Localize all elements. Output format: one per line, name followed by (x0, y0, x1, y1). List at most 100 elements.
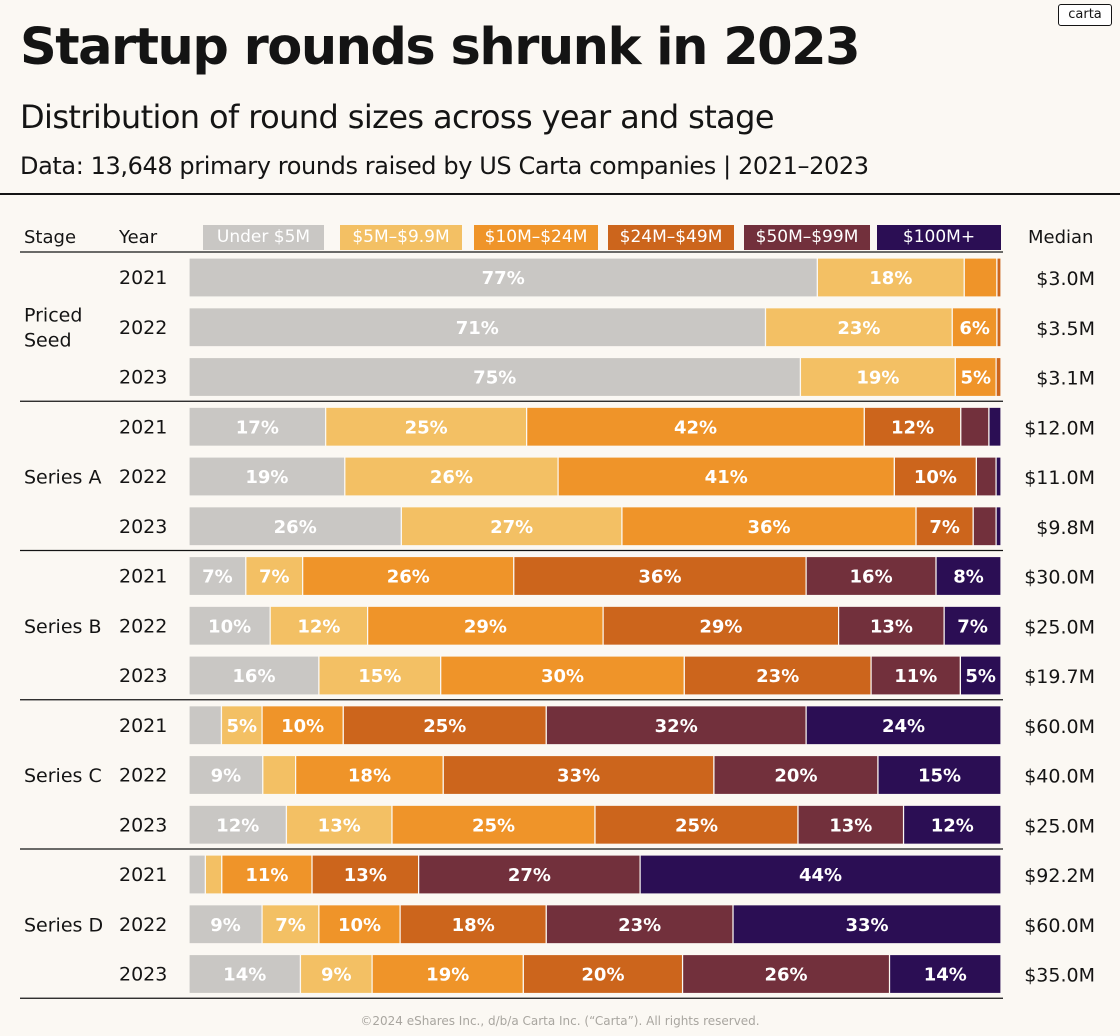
bar-data-label: 75% (473, 368, 516, 389)
bar-data-label: 15% (918, 766, 961, 787)
bar-segment (342, 705, 547, 746)
year-label: 2022 (119, 466, 167, 488)
median-value: $19.7M (1024, 666, 1095, 688)
year-label: 2022 (119, 317, 167, 339)
bar-data-label: 10% (281, 716, 324, 737)
bar-segment (204, 854, 223, 895)
bar-segment (837, 605, 945, 646)
legend-item-50m-99m: $50M–$99M (744, 225, 870, 250)
bar-data-label: 17% (236, 417, 279, 438)
bar-segment (954, 356, 997, 398)
bar-segment (545, 705, 807, 746)
bar-data-label: 44% (799, 865, 842, 886)
bar-data-label: 18% (452, 915, 495, 936)
bar-data-label: 11% (245, 865, 288, 886)
bar-data-label: 26% (274, 517, 317, 538)
year-label: 2023 (119, 367, 167, 389)
bar-data-label: 36% (638, 567, 681, 588)
header-rule (0, 193, 1120, 195)
median-value: $40.0M (1024, 766, 1095, 788)
median-column-header: Median (1028, 227, 1094, 248)
bar-data-label: 36% (747, 517, 790, 538)
carta-logo: carta (1058, 4, 1112, 26)
year-label: 2021 (119, 715, 167, 737)
bar-segment (594, 804, 799, 845)
legend-item-5m-9-9m: $5M–$9.9M (340, 225, 462, 250)
bar-segment (805, 705, 1002, 746)
bar-data-label: 27% (490, 517, 533, 538)
page-subtitle: Distribution of round sizes across year … (20, 98, 775, 136)
year-label: 2023 (119, 814, 167, 836)
year-label: 2023 (119, 964, 167, 986)
bar-data-label: 6% (959, 318, 990, 339)
bar-data-label: 19% (426, 965, 469, 986)
bar-data-label: 10% (338, 915, 381, 936)
bar-data-label: 13% (870, 616, 913, 637)
bar-segment (943, 605, 1002, 646)
bar-segment (318, 904, 401, 945)
bar-data-label: 12% (891, 417, 934, 438)
bar-data-label: 9% (211, 766, 242, 787)
bar-segment (915, 506, 974, 547)
stage-label-series-d: Series D (24, 914, 103, 936)
year-label: 2023 (119, 516, 167, 538)
bar-data-label: 13% (318, 815, 361, 836)
bar-data-label: 24% (882, 716, 925, 737)
bar-data-label: 8% (953, 567, 984, 588)
year-label: 2021 (119, 566, 167, 588)
bar-segment (639, 854, 1002, 895)
bar-segment (996, 307, 1002, 348)
bar-segment (261, 904, 320, 945)
bar-data-label: 5% (965, 666, 996, 687)
bar-data-label: 10% (914, 467, 957, 488)
bar-segment (863, 406, 962, 447)
bar-data-label: 25% (423, 716, 466, 737)
bar-data-label: 41% (705, 467, 748, 488)
bar-data-label: 32% (655, 716, 698, 737)
bar-data-label: 23% (837, 318, 880, 339)
bar-data-label: 25% (675, 815, 718, 836)
bar-segment (996, 257, 1002, 298)
bar-segment (545, 904, 734, 945)
stage-column-header: Stage (24, 227, 77, 248)
bar-segment (681, 953, 891, 995)
bar-segment (400, 506, 623, 547)
bar-segment (221, 854, 313, 895)
bar-data-label: 13% (829, 815, 872, 836)
bar-segment (988, 406, 1002, 447)
bar-data-label: 9% (210, 915, 241, 936)
median-value: $3.0M (1036, 268, 1095, 290)
bar-segment (371, 953, 524, 995)
bar-segment (513, 555, 807, 597)
bar-data-label: 23% (756, 666, 799, 687)
bar-data-label: 42% (674, 417, 717, 438)
year-label: 2022 (119, 914, 167, 936)
bar-segment (188, 655, 320, 696)
median-value: $3.5M (1036, 318, 1095, 340)
bar-segment (188, 705, 223, 746)
bar-segment (902, 804, 1002, 845)
bar-segment (621, 506, 917, 547)
bar-segment (557, 456, 895, 497)
bar-segment (311, 854, 420, 895)
bar-data-label: 26% (387, 567, 430, 588)
median-value: $11.0M (1024, 467, 1095, 489)
median-value: $30.0M (1024, 567, 1095, 589)
bar-data-label: 5% (226, 716, 257, 737)
bar-data-label: 7% (957, 616, 988, 637)
bar-data-label: 16% (232, 666, 275, 687)
bar-data-label: 7% (259, 567, 290, 588)
year-label: 2022 (119, 615, 167, 637)
legend-item-10m-24m: $10M–$24M (474, 225, 598, 250)
bar-data-label: 10% (208, 616, 251, 637)
year-label: 2023 (119, 665, 167, 687)
bar-segment (893, 456, 977, 497)
bar-data-label: 19% (245, 467, 288, 488)
stage-label-priced-seed: Priced Seed (24, 304, 82, 351)
stage-label-series-a: Series A (24, 467, 101, 489)
bar-segment (245, 555, 304, 597)
bar-segment (325, 406, 528, 447)
bar-segment (995, 356, 1002, 398)
bar-segment (972, 506, 997, 547)
bar-data-label: 19% (856, 368, 899, 389)
